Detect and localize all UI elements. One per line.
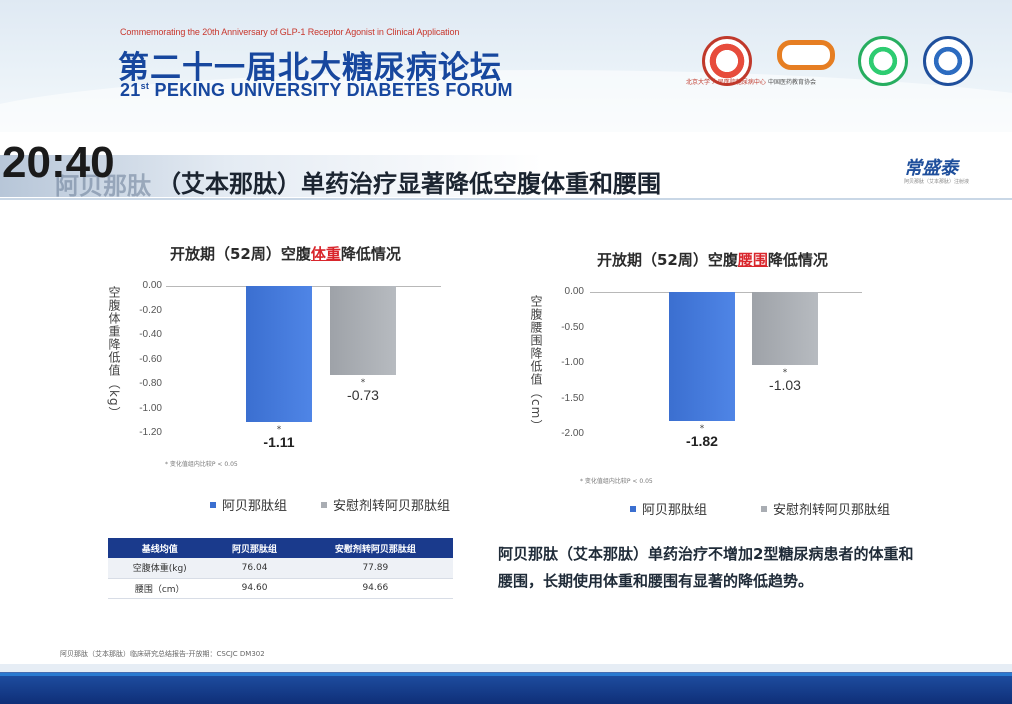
baseline-table: 基线均值 阿贝那肽组 安慰剂转阿贝那肽组 空腹体重(kg) 76.04 77.8…: [108, 538, 453, 599]
chart1-title: 开放期（52周）空腹体重降低情况: [170, 243, 401, 264]
y-tick-label: -1.20: [139, 427, 162, 438]
y-tick-label: -0.50: [561, 321, 584, 333]
table-cell: 空腹体重(kg): [108, 558, 212, 579]
bar-treatment: [246, 286, 312, 422]
forum-header: [0, 0, 1012, 132]
forum-edition-number: 21: [120, 80, 141, 100]
chart2-title-highlight: 腰围: [737, 251, 768, 269]
slide-title: （艾本那肽）单药治疗显著降低空腹体重和腰围: [157, 170, 661, 198]
conclusion-text: 阿贝那肽（艾本那肽）单药治疗不增加2型糖尿病患者的体重和腰围，长期使用体重和腰围…: [498, 545, 914, 590]
y-tick-label: -0.40: [139, 329, 162, 340]
bar-placebo-switch: [330, 286, 396, 376]
legend-label-b: 安慰剂转阿贝那肽组: [333, 499, 451, 514]
forum-title-en: 21st PEKING UNIVERSITY DIABETES FORUM: [120, 80, 513, 101]
chart2-y-axis-label: 空腹腰围降低值（cm）: [529, 295, 543, 433]
legend-swatch-a: [210, 501, 216, 508]
table-cell: 94.66: [297, 578, 453, 599]
chart2-legend: 阿贝那肽组 安慰剂转阿贝那肽组: [630, 499, 890, 518]
chart2-title-prefix: 开放期（52周）空腹: [597, 251, 738, 269]
chart1-title-highlight: 体重: [310, 245, 341, 263]
chart2-footnote: * 变化值组内比较P < 0.05: [580, 478, 653, 485]
chart1-legend: 阿贝那肽组 安慰剂转阿贝那肽组: [210, 495, 450, 514]
table-row: 腰围（cm） 94.60 94.66: [108, 578, 453, 599]
slide-title-drug: 阿贝那肽: [55, 172, 151, 200]
y-tick-label: -0.60: [139, 353, 162, 365]
forum-edition-suffix: st: [140, 81, 150, 91]
table-header-cell: 基线均值: [108, 538, 212, 558]
y-tick-label: -1.50: [561, 392, 584, 404]
legend-swatch-a: [630, 505, 636, 512]
y-tick-label: -1.00: [561, 357, 584, 368]
green-society-seal-icon: [858, 36, 908, 86]
table-cell: 94.60: [211, 578, 298, 599]
brand-subtitle: 阿贝那肽（艾本那肽）注射液: [904, 179, 970, 185]
y-tick-label: -1.00: [139, 402, 162, 414]
footer-bar: [0, 664, 1012, 704]
chart1-y-axis-label: 空腹体重降低值（kg）: [107, 286, 121, 420]
legend-label-a: 阿贝那肽组: [642, 503, 708, 518]
brand-logo: 常盛泰 阿贝那肽（艾本那肽）注射液: [898, 150, 990, 194]
logo2-caption: 中国医药教育协会: [768, 79, 817, 86]
table-row: 空腹体重(kg) 76.04 77.89: [108, 558, 453, 579]
significance-star: *: [360, 378, 366, 389]
chart1-footnote: * 变化值组内比较P < 0.05: [165, 461, 238, 468]
y-tick-label: 0.00: [564, 286, 584, 297]
table-header-row: 基线均值 阿贝那肽组 安慰剂转阿贝那肽组: [108, 538, 453, 558]
bar-value-label: -1.82: [686, 433, 718, 450]
legend-swatch-b: [321, 501, 328, 508]
title-divider: [0, 198, 1012, 200]
slide-title-band: [0, 155, 905, 197]
chart1-title-prefix: 开放期（52周）空腹: [170, 245, 311, 263]
peking-university-seal-icon: [702, 36, 752, 86]
y-tick-label: -2.00: [561, 428, 584, 439]
forum-title-en-rest: PEKING UNIVERSITY DIABETES FORUM: [149, 80, 513, 100]
chart2-title-suffix: 降低情况: [767, 251, 828, 269]
table-cell: 腰围（cm）: [108, 578, 212, 599]
chart2-title: 开放期（52周）空腹腰围降低情况: [597, 249, 828, 270]
significance-star: *: [699, 424, 705, 435]
legend-label-b: 安慰剂转阿贝那肽组: [773, 503, 891, 518]
source-citation: 阿贝那肽（艾本那肽）临床研究总结报告-开放期：CSCJC DM302: [60, 650, 265, 658]
table-header-cell: 阿贝那肽组: [211, 538, 298, 558]
chinese-medical-association-logo-icon: [777, 40, 835, 70]
table-cell: 76.04: [211, 558, 298, 579]
legend-label-a: 阿贝那肽组: [222, 499, 288, 514]
logo1-caption: 北京大学 人民医院糖尿病中心: [686, 79, 766, 86]
legend-swatch-b: [761, 505, 768, 512]
bar-value-label: -0.73: [347, 387, 379, 404]
chart1-title-suffix: 降低情况: [340, 245, 401, 263]
significance-star: *: [782, 368, 788, 379]
bar-value-label: -1.03: [769, 377, 801, 394]
table-header-cell: 安慰剂转阿贝那肽组: [297, 538, 453, 558]
forum-title-cn: 第二十一届北大糖尿病论坛: [118, 50, 502, 86]
bar-treatment: [669, 292, 735, 422]
table-cell: 77.89: [297, 558, 453, 579]
bar-value-label: -1.11: [263, 433, 295, 450]
stream-clock: 20:40: [2, 138, 115, 187]
blue-university-seal-icon: [923, 36, 973, 86]
y-tick-label: -0.80: [139, 378, 162, 389]
y-tick-label: 0.00: [142, 280, 162, 291]
bar-placebo-switch: [752, 292, 818, 366]
footer-stripe: [0, 673, 1012, 676]
significance-star: *: [276, 424, 282, 435]
brand-name: 常盛泰: [904, 158, 958, 179]
commemoration-line: Commemorating the 20th Anniversary of GL…: [120, 27, 460, 37]
y-tick-label: -0.20: [139, 304, 162, 316]
